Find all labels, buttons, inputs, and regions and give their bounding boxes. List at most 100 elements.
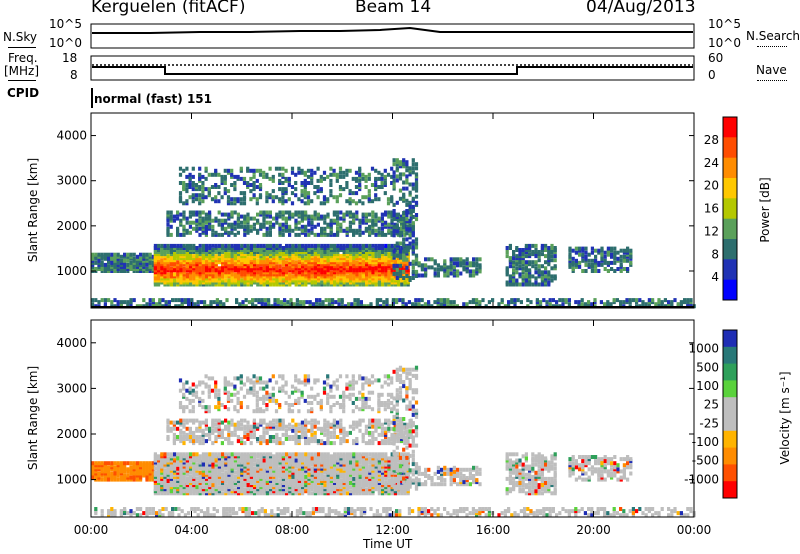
power-echo-cell xyxy=(420,263,424,268)
power-echo-cell xyxy=(323,232,327,237)
nsearch-label: N.Search xyxy=(746,29,800,43)
velocity-echo-cell xyxy=(160,470,164,475)
velocity-echo-cell xyxy=(349,489,353,494)
velocity-echo-cell xyxy=(317,466,321,471)
power-echo-cell xyxy=(243,224,247,229)
power-echo-cell xyxy=(237,278,241,283)
power-echo-cell xyxy=(348,197,352,202)
velocity-echo-cell xyxy=(323,466,327,471)
velocity-echo-cell xyxy=(195,481,199,485)
power-echo-cell xyxy=(424,271,428,276)
power-echo-cell xyxy=(251,298,255,303)
power-echo-cell xyxy=(116,252,120,257)
power-echo-cell xyxy=(253,278,257,283)
velocity-echo-cell xyxy=(278,474,282,479)
power-echo-cell xyxy=(352,243,356,248)
power-echo-cell xyxy=(619,254,623,259)
velocity-echo-cell xyxy=(304,462,308,467)
power-echo-cell xyxy=(512,250,516,254)
power-echo-cell xyxy=(151,254,155,259)
power-echo-cell xyxy=(571,248,575,253)
power-echo-cell xyxy=(380,185,384,189)
power-echo-cell xyxy=(368,218,372,223)
power-echo-cell xyxy=(272,272,276,277)
power-echo-cell xyxy=(135,267,139,271)
power-echo-cell xyxy=(251,302,255,307)
power-echo-cell xyxy=(354,170,359,175)
power-echo-cell xyxy=(294,218,298,223)
power-echo-cell xyxy=(265,195,269,200)
power-echo-cell xyxy=(352,232,356,237)
power-echo-cell xyxy=(242,176,247,181)
power-echo-cell xyxy=(284,218,288,223)
power-echo-cell xyxy=(603,302,607,307)
velocity-echo-cell xyxy=(278,483,282,488)
power-echo-cell xyxy=(301,272,305,277)
velocity-echo-cell xyxy=(145,469,149,474)
velocity-echo-cell xyxy=(265,483,269,488)
freq-frame xyxy=(90,55,695,81)
power-echo-cell xyxy=(304,266,308,271)
power-echo-cell xyxy=(178,172,183,177)
power-echo-cell xyxy=(258,168,263,173)
velocity-echo-cell xyxy=(198,470,202,475)
power-echo-cell xyxy=(198,174,202,179)
velocity-echo-cell xyxy=(185,452,189,457)
power-echo-cell xyxy=(414,255,419,260)
power-echo-cell xyxy=(284,168,288,173)
velocity-echo-cell xyxy=(355,474,359,479)
velocity-echo-cell xyxy=(265,479,269,483)
power-echo-cell xyxy=(374,243,378,248)
power-echo-cell xyxy=(390,230,394,235)
power-echo-cell xyxy=(180,298,184,303)
power-echo-cell xyxy=(256,266,260,271)
velocity-echo-cell xyxy=(301,456,305,461)
velocity-echo-cell xyxy=(230,479,234,483)
power-echo-cell xyxy=(465,265,469,270)
power-echo-cell xyxy=(226,201,231,206)
freq-tick-top: 18 xyxy=(62,51,78,65)
power-echo-cell xyxy=(319,187,323,192)
power-echo-cell xyxy=(512,272,516,277)
power-echo-cell xyxy=(414,200,419,205)
velocity-echo-cell xyxy=(259,456,263,461)
power-echo-cell xyxy=(401,298,405,303)
power-echo-cell xyxy=(647,302,651,307)
power-echo-cell xyxy=(337,298,341,303)
power-echo-cell xyxy=(475,261,479,266)
power-echo-cell xyxy=(414,217,419,222)
power-echo-cell xyxy=(600,246,604,251)
power-echo-cell xyxy=(395,263,399,268)
power-echo-cell xyxy=(475,267,479,272)
power-echo-cell xyxy=(236,197,240,202)
power-echo-cell xyxy=(238,302,242,307)
power-echo-cell xyxy=(172,218,176,223)
velocity-echo-cell xyxy=(262,452,266,457)
velocity-echo-cell xyxy=(195,462,199,467)
power-echo-cell xyxy=(326,272,330,277)
power-echo-cell xyxy=(291,258,295,263)
power-echo-cell xyxy=(371,278,375,283)
power-echo-cell xyxy=(91,267,95,271)
power-echo-cell xyxy=(297,166,301,171)
power-echo-cell xyxy=(323,226,327,231)
power-echo-cell xyxy=(398,231,403,236)
velocity-echo-cell xyxy=(361,479,365,483)
power-echo-cell xyxy=(294,181,298,185)
power-echo-cell xyxy=(313,216,317,221)
velocity-echo-cell xyxy=(173,452,177,457)
power-echo-cell xyxy=(179,266,183,271)
velocity-echo-cell xyxy=(253,489,257,494)
power-echo-cell xyxy=(227,212,231,217)
power-echo-cell xyxy=(211,278,215,283)
power-echo-cell xyxy=(371,243,375,248)
velocity-echo-cell xyxy=(256,452,260,457)
velocity-echo-cell xyxy=(349,460,353,465)
power-echo-cell xyxy=(491,298,495,303)
power-echo-cell xyxy=(195,272,199,277)
power-echo-cell xyxy=(587,300,591,305)
power-echo-cell xyxy=(507,302,511,307)
power-echo-cell xyxy=(281,181,285,185)
velocity-echo-cell xyxy=(208,491,212,496)
power-echo-cell xyxy=(540,270,544,275)
